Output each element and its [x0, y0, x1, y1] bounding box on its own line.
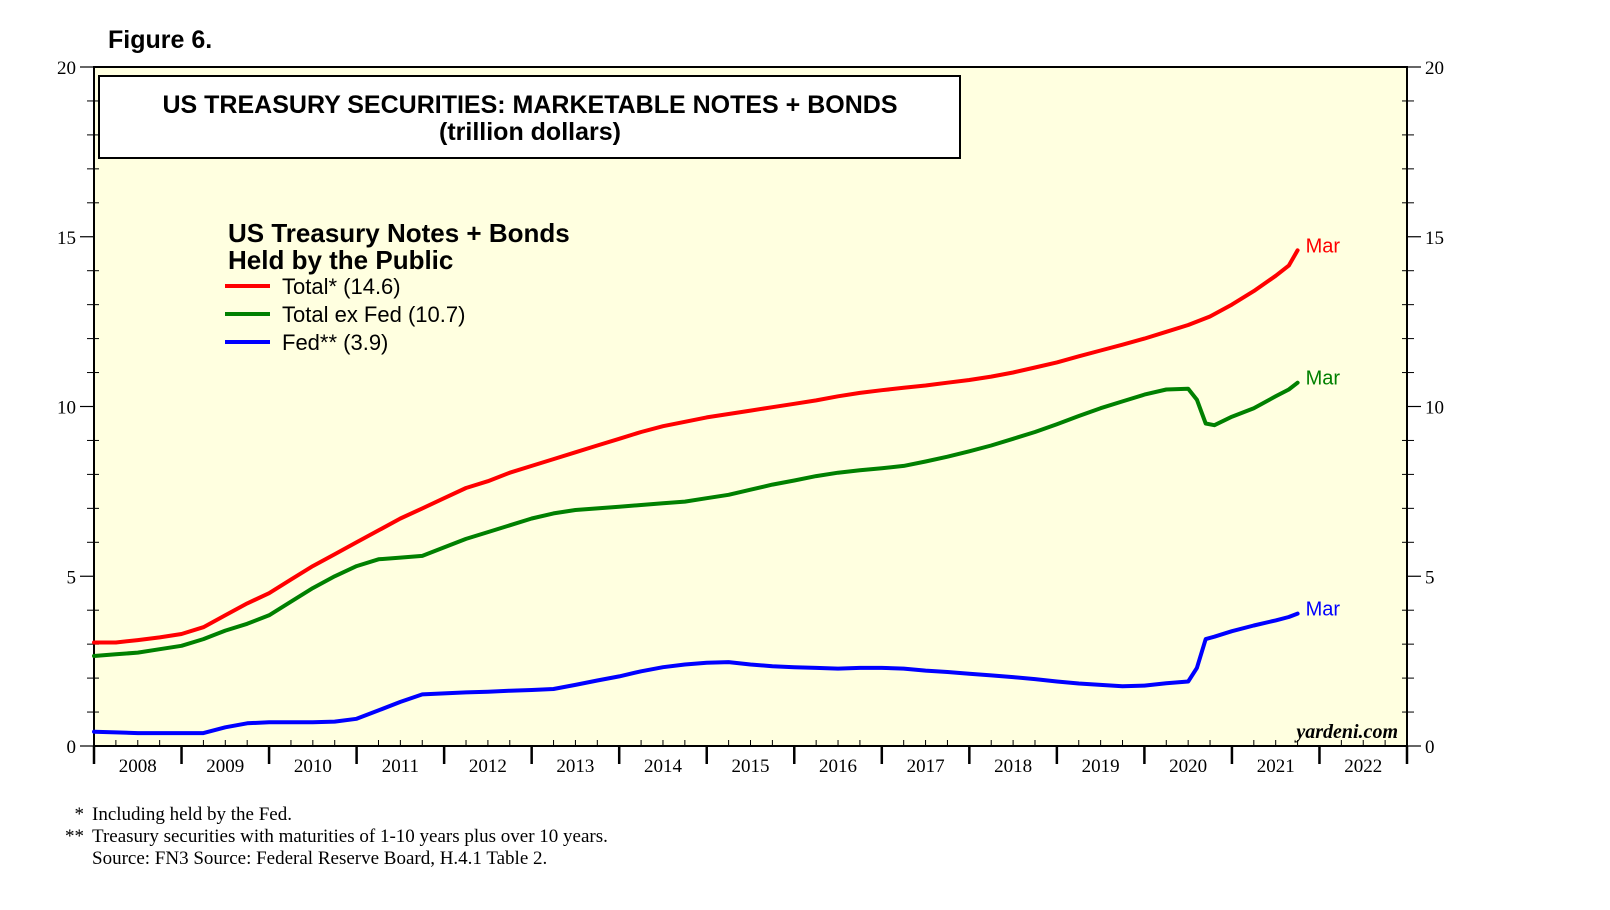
x-tick-label: 2009	[206, 756, 244, 777]
series-line-total	[92, 248, 1300, 645]
x-tick-label: 2022	[1344, 756, 1382, 777]
x-tick-label: 2014	[644, 756, 683, 777]
x-tick-label: 2015	[732, 756, 770, 777]
footnote-mark	[54, 848, 92, 870]
watermark: yardeni.com	[1294, 721, 1398, 743]
end-labels: Mar Mar Mar	[1306, 235, 1341, 620]
y-tick-label: 15	[57, 228, 76, 249]
footnote-text: Source: FN3 Source: Federal Reserve Boar…	[92, 848, 548, 869]
legend-title-line-1: US Treasury Notes + Bonds	[228, 218, 570, 248]
x-tick-label: 2016	[819, 756, 857, 777]
series-lines	[92, 248, 1300, 736]
y-tick-label: 0	[67, 737, 77, 758]
x-axis: 2008 2009 2010 2011 2012 2013 2014 2015 2016 2017…	[92, 740, 1409, 777]
y-tick-label: 5	[1425, 567, 1435, 588]
footnotes: * Including held by the Fed. ** Treasury s…	[54, 804, 608, 870]
series-line-total-ex-fed	[92, 380, 1300, 658]
x-tick-label: 2020	[1169, 756, 1207, 777]
plot-background	[93, 66, 1408, 747]
title-box	[98, 75, 961, 159]
x-tick-label: 2019	[1082, 756, 1120, 777]
y-tick-label: 10	[1425, 398, 1444, 419]
legend-label-total: Total* (14.6)	[282, 274, 401, 299]
x-tick-label: 2011	[382, 756, 419, 777]
end-label-fed: Mar	[1306, 599, 1341, 621]
footnote-text: Treasury securities with maturities of 1…	[92, 826, 608, 847]
x-tick-label: 2010	[294, 756, 332, 777]
footnote-mark: **	[65, 826, 84, 847]
legend-title-line-2: Held by the Public	[228, 245, 453, 275]
y-tick-label: 5	[67, 567, 77, 588]
y-axis-right: 0 5 10 15 20	[1407, 58, 1444, 758]
footnote-row: ** Treasury securities with maturities of…	[54, 826, 608, 848]
series-line-fed	[92, 611, 1300, 736]
y-tick-label: 20	[57, 58, 76, 79]
end-label-total-ex-fed: Mar	[1306, 368, 1341, 390]
y-tick-label: 15	[1425, 228, 1444, 249]
y-tick-label: 10	[57, 398, 76, 419]
x-tick-label: 2018	[994, 756, 1032, 777]
chart-subtitle: (trillion dollars)	[439, 118, 621, 146]
end-label-total: Mar	[1306, 235, 1341, 257]
x-tick-label: 2013	[556, 756, 594, 777]
y-tick-label: 0	[1425, 737, 1435, 758]
chart-title: US TREASURY SECURITIES: MARKETABLE NOTES…	[162, 91, 897, 119]
footnote-row: Source: FN3 Source: Federal Reserve Boar…	[54, 848, 608, 870]
x-tick-label: 2017	[907, 756, 945, 777]
x-tick-label: 2012	[469, 756, 507, 777]
y-tick-label: 20	[1425, 58, 1444, 79]
legend-label-fed: Fed** (3.9)	[282, 330, 388, 355]
footnote-row: * Including held by the Fed.	[54, 804, 608, 826]
legend: Total* (14.6) Total ex Fed (10.7) Fed** (3…	[225, 274, 465, 355]
x-tick-label: 2021	[1257, 756, 1295, 777]
figure-label: Figure 6.	[108, 26, 213, 54]
x-tick-label: 2008	[119, 756, 157, 777]
legend-label-total-ex-fed: Total ex Fed (10.7)	[282, 302, 465, 327]
footnote-text: Including held by the Fed.	[92, 804, 292, 825]
footnote-mark: *	[74, 804, 85, 825]
y-axis-left: 0 5 10 15 20	[57, 58, 94, 758]
